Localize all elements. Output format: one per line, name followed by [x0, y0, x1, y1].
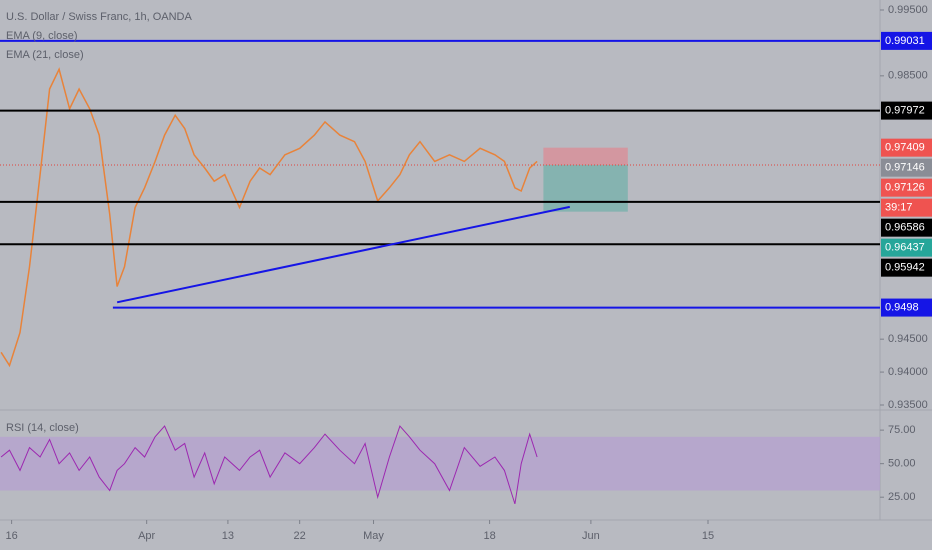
legend-entry: EMA (21, close) — [6, 49, 84, 61]
price-label-bg — [881, 218, 932, 237]
price-label-bg — [881, 178, 932, 197]
price-label-bg — [881, 298, 932, 317]
x-tick-label: 13 — [222, 530, 234, 542]
price-label-bg — [881, 258, 932, 277]
x-tick-label: Apr — [138, 530, 155, 542]
chart-title: U.S. Dollar / Swiss Franc, 1h, OANDA — [6, 11, 192, 23]
y-tick-label: 0.99500 — [888, 4, 928, 16]
y-tick-label: 0.94500 — [888, 333, 928, 345]
y-tick-label: 75.00 — [888, 424, 916, 436]
x-tick-label: 15 — [702, 530, 714, 542]
price-label-bg — [881, 198, 932, 217]
y-tick-label: 0.93500 — [888, 399, 928, 411]
price-label: 0.97126 — [885, 182, 925, 194]
x-tick-label: 18 — [483, 530, 495, 542]
price-label-bg — [881, 101, 932, 120]
position-target — [543, 164, 628, 212]
x-tick-label: 16 — [5, 530, 17, 542]
price-label: 39:17 — [885, 202, 913, 214]
rsi-band — [0, 436, 880, 491]
trend-line — [116, 205, 570, 304]
price-label: 0.97409 — [885, 142, 925, 154]
price-label-bg — [881, 238, 932, 257]
y-tick-label: 25.00 — [888, 491, 916, 503]
series-line — [0, 425, 538, 505]
chart-layer: 16 Apr 13 22 May 18 Jun 15 75.00 50.00 25.00 0.9950… — [0, 4, 932, 542]
price-label-bg — [881, 138, 932, 157]
x-tick-label: Jun — [582, 530, 600, 542]
series-line — [0, 67, 538, 368]
price-label: 0.9498 — [885, 301, 919, 313]
price-label-bg — [881, 158, 932, 177]
price-label: 0.95942 — [885, 262, 925, 274]
y-tick-label: 0.94000 — [888, 366, 928, 378]
price-label: 0.97146 — [885, 162, 925, 174]
price-label-bg — [881, 31, 932, 50]
legend-entry: EMA (9, close) — [6, 30, 78, 42]
price-label: 0.99031 — [885, 35, 925, 47]
price-label: 0.96586 — [885, 222, 925, 234]
position-stop — [543, 147, 628, 165]
price-label: 0.96437 — [885, 242, 925, 254]
price-label: 0.97972 — [885, 105, 925, 117]
y-tick-label: 50.00 — [888, 458, 916, 470]
x-tick-label: May — [363, 530, 384, 542]
x-tick-label: 22 — [294, 530, 306, 542]
rsi-title: RSI (14, close) — [6, 422, 79, 434]
y-tick-label: 0.98500 — [888, 70, 928, 82]
